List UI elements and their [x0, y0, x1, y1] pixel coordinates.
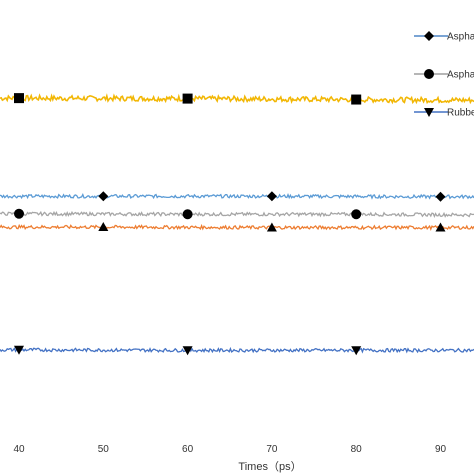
- series-4-marker: [435, 222, 446, 232]
- legend: Aspha Aspha Rubbe: [414, 31, 474, 119]
- series-3-marker: [14, 208, 24, 219]
- legend-marker: [424, 69, 434, 79]
- x-tick-label: 60: [182, 444, 194, 455]
- series-line-2: [0, 192, 474, 200]
- series-2-marker: [266, 191, 277, 202]
- series-line-3: [0, 210, 474, 218]
- x-tick-label: 70: [266, 444, 278, 455]
- x-axis-title: Times（ps）: [238, 460, 301, 473]
- series-line-1: [0, 93, 474, 105]
- series-3-marker: [182, 209, 193, 220]
- series-5-marker: [351, 346, 362, 356]
- series-1-marker: [351, 94, 362, 105]
- series-line-4: [0, 223, 474, 231]
- x-tick-label: 90: [435, 444, 447, 455]
- x-tick-label: 50: [98, 444, 110, 455]
- series-5-marker: [14, 345, 24, 355]
- legend-label: Rubbe: [447, 108, 474, 119]
- series-2-marker: [98, 191, 109, 202]
- x-tick-label: 40: [13, 444, 25, 455]
- legend-label: Aspha: [447, 70, 474, 81]
- series-1-marker: [14, 93, 24, 104]
- series-4-marker: [266, 222, 277, 232]
- legend-marker: [424, 31, 434, 41]
- series-layer: [0, 93, 474, 354]
- x-tick-label: 80: [351, 444, 363, 455]
- marker-layer: [14, 93, 446, 356]
- series-5-marker: [182, 346, 193, 356]
- x-tick-labels: 405060708090100110120130140: [13, 444, 447, 455]
- series-4-marker: [98, 222, 109, 232]
- series-line-5: [0, 346, 474, 354]
- series-3-marker: [351, 209, 362, 220]
- series-2-marker: [435, 191, 446, 202]
- legend-label: Aspha: [447, 32, 474, 43]
- series-1-marker: [182, 93, 193, 104]
- legend-marker: [424, 108, 434, 117]
